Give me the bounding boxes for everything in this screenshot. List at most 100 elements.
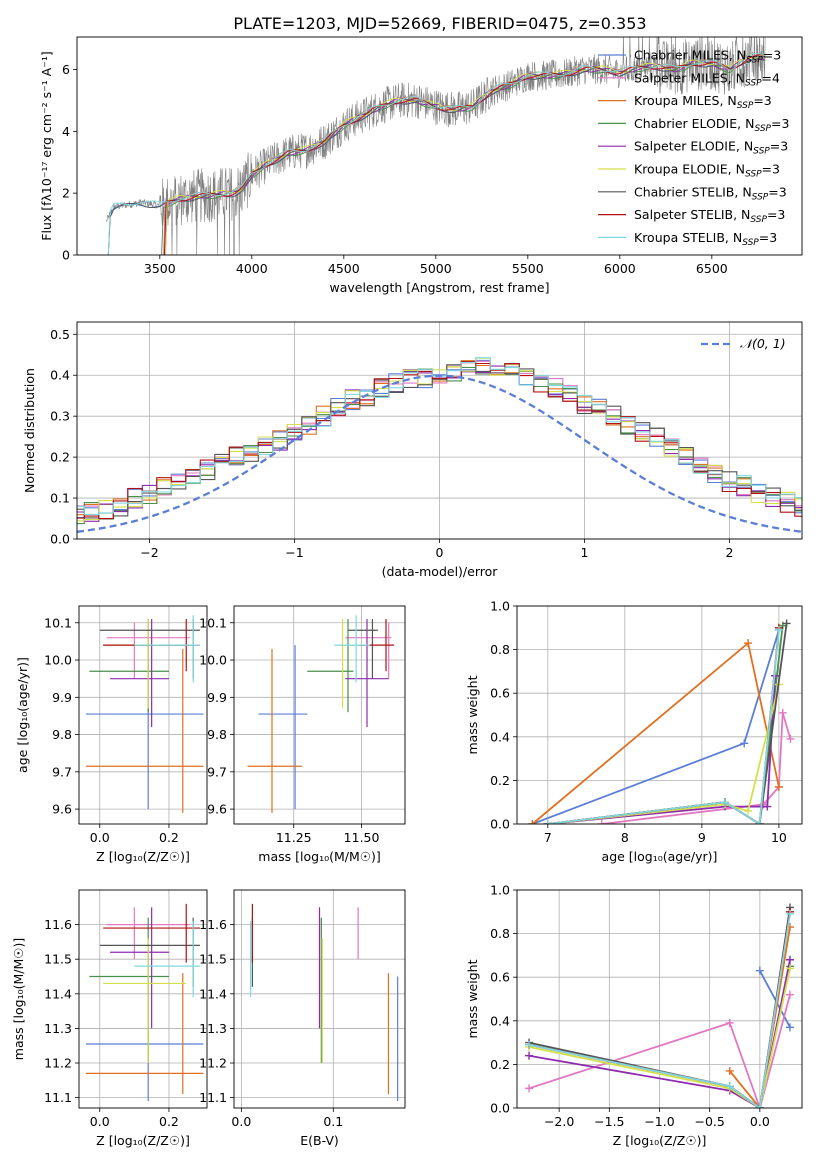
spectrum-legend-label-4: Salpeter ELODIE, NSSP=3 xyxy=(634,139,788,157)
spectrum-xtick-label-6: 6500 xyxy=(696,261,728,276)
z-mass-ytick-label-3: 11.4 xyxy=(44,986,72,1001)
spectrum-ytick-label-1: 2 xyxy=(62,186,70,201)
age-weight-ytick-label-2: 0.4 xyxy=(490,729,510,744)
age-weight-marker-2-1 xyxy=(744,639,753,648)
residuals-ytick-label-2: 0.2 xyxy=(50,450,70,465)
z-weight-marker-8-1 xyxy=(725,1082,734,1091)
spectrum-frame xyxy=(76,36,803,256)
z-weight-marker-2-0 xyxy=(725,1066,734,1075)
ebv-mass-ytick-label-5: 11.6 xyxy=(199,917,227,932)
spectrum-legend-label-2: Kroupa MILES, NSSP=3 xyxy=(634,93,772,111)
age-weight-marker-8-2 xyxy=(755,820,764,824)
age-weight-line-5 xyxy=(547,684,780,824)
z-age-panel: 0.0 0.2 9.6 9.7 9.8 9.9 10.0 10.1 Z [log₁₀(Z/Z☉)… xyxy=(15,605,208,864)
mass-age-ytick-label-0: 9.6 xyxy=(207,802,227,817)
spectrum-xlabel: wavelength [Angstrom, rest frame] xyxy=(329,280,549,295)
z-weight-xtick-label-0: −2.0 xyxy=(544,1114,574,1129)
residuals-plot-area xyxy=(77,357,802,533)
spectrum-model-6 xyxy=(106,55,766,255)
z-mass-ytick-label-1: 11.2 xyxy=(44,1056,72,1071)
ebv-mass-xlabel: E(B-V) xyxy=(300,1133,339,1148)
residual-legend-label: 𝒩(0, 1) xyxy=(740,336,786,351)
residuals-ylabel: Normed distribution xyxy=(22,368,37,493)
age-weight-marker-4-2 xyxy=(763,802,772,811)
spectrum-model-0 xyxy=(106,55,766,255)
age-weight-xtick-label-0: 7 xyxy=(544,830,552,845)
z-weight-xtick-label-4: 0.0 xyxy=(750,1114,770,1129)
spectrum-legend-label-7: Salpeter STELIB, NSSP=3 xyxy=(634,207,785,225)
z-age-ytick-label-3: 9.9 xyxy=(52,690,72,705)
spectrum-xtick-label-2: 4500 xyxy=(328,261,360,276)
age-weight-xlabel: age [log₁₀(age/yr)] xyxy=(602,849,718,864)
z-weight-xlabel: Z [log₁₀(Z/Z☉)] xyxy=(613,1133,707,1148)
spectrum-legend-label-1: Salpeter MILES, NSSP=4 xyxy=(634,70,780,88)
age-weight-marker-1-3 xyxy=(778,708,787,717)
z-weight-marker-0-0 xyxy=(755,966,764,975)
age-weight-ytick-label-4: 0.8 xyxy=(490,642,510,657)
z-mass-ytick-label-2: 11.3 xyxy=(44,1021,72,1036)
spectrum-panel: 3500 4000 4500 5000 5500 6000 6500 0 2 4 6 waveleng… xyxy=(39,36,803,295)
age-weight-marker-8-1 xyxy=(720,798,729,807)
spectrum-xtick-label-4: 5500 xyxy=(512,261,544,276)
z-weight-line-2 xyxy=(729,926,791,1108)
ebv-mass-ytick-label-4: 11.5 xyxy=(199,952,227,967)
mass-age-ytick-label-5: 10.1 xyxy=(199,615,227,630)
z-weight-marker-1-0 xyxy=(525,1084,534,1093)
spectrum-ytick-label-0: 0 xyxy=(62,248,70,263)
residuals-xtick-label-1: −1 xyxy=(285,545,303,560)
age-weight-marker-1-4 xyxy=(786,734,795,743)
age-weight-ytick-label-3: 0.6 xyxy=(490,686,510,701)
z-age-ylabel: age [log₁₀(age/yr)] xyxy=(15,657,30,773)
ebv-mass-xtick-label-0: 0.0 xyxy=(231,1114,251,1129)
z-weight-xtick-label-1: −1.5 xyxy=(594,1114,624,1129)
z-mass-panel: 0.0 0.2 11.1 11.2 11.3 11.4 11.5 11.6 Z [log₁₀(Z… xyxy=(11,889,208,1148)
residuals-ytick-label-4: 0.4 xyxy=(50,368,70,383)
spectrum-legend-label-3: Chabrier ELODIE, NSSP=3 xyxy=(634,116,789,134)
mass-age-xtick-label-1: 11.50 xyxy=(344,830,380,845)
z-weight-ylabel: mass weight xyxy=(465,959,480,1038)
z-weight-xtick-label-3: −0.5 xyxy=(694,1114,724,1129)
residual-normal-curve xyxy=(77,374,802,533)
age-weight-marker-2-2 xyxy=(774,782,783,791)
z-age-plot-area xyxy=(85,615,204,813)
z-weight-marker-8-0 xyxy=(525,1040,534,1049)
residuals-xtick-label-2: 0 xyxy=(436,545,444,560)
z-weight-marker-5-3 xyxy=(785,964,794,973)
z-weight-ytick-label-0: 0.0 xyxy=(490,1101,510,1116)
residuals-xlabel: (data-model)/error xyxy=(382,564,499,579)
z-weight-ytick-label-2: 0.4 xyxy=(490,1013,510,1028)
z-weight-panel: −2.0 −1.5 −1.0 −0.5 0.0 0.0 0.2 0.4 0.6 0.8 1.0 Z [… xyxy=(465,883,803,1148)
spectrum-xtick-label-5: 6000 xyxy=(604,261,636,276)
residual-hist-1 xyxy=(77,360,802,520)
z-age-ytick-label-0: 9.6 xyxy=(52,802,72,817)
age-weight-xtick-label-1: 8 xyxy=(621,830,629,845)
age-weight-marker-1-0 xyxy=(597,820,606,824)
z-weight-xtick-label-2: −1.0 xyxy=(644,1114,674,1129)
spectrum-ytick-label-2: 4 xyxy=(62,124,70,139)
age-weight-ytick-label-0: 0.0 xyxy=(490,817,510,832)
age-weight-line-0 xyxy=(532,629,780,824)
z-age-xtick-label-0: 0.0 xyxy=(90,830,110,845)
z-weight-line-1 xyxy=(528,994,791,1108)
ebv-mass-frame xyxy=(233,889,406,1109)
z-age-ytick-label-4: 10.0 xyxy=(44,653,72,668)
residuals-panel: −2 −1 0 1 2 0.0 0.1 0.2 0.3 0.4 0.5 (data-model)/er… xyxy=(22,321,803,579)
z-mass-xlabel: Z [log₁₀(Z/Z☉)] xyxy=(96,1133,190,1148)
ebv-mass-ytick-label-3: 11.4 xyxy=(199,986,227,1001)
age-weight-marker-0-1 xyxy=(740,739,749,748)
age-weight-marker-5-2 xyxy=(744,806,753,815)
z-weight-marker-4-3 xyxy=(785,955,794,964)
age-weight-line-8 xyxy=(547,629,780,824)
z-mass-frame xyxy=(78,889,208,1109)
z-mass-ytick-label-4: 11.5 xyxy=(44,952,72,967)
age-weight-line-4 xyxy=(547,675,776,824)
mass-age-panel: 11.25 11.50 9.6 9.7 9.8 9.9 10.0 10.1 mass [log₁… xyxy=(199,605,406,864)
residual-hist-6 xyxy=(77,362,802,519)
mass-age-xlabel: mass [log₁₀(M/M☉)] xyxy=(258,849,380,864)
spectrum-ytick-label-3: 6 xyxy=(62,62,70,77)
age-weight-marker-8-0 xyxy=(543,820,552,824)
age-weight-plot-area xyxy=(528,619,795,824)
z-weight-ytick-label-5: 1.0 xyxy=(490,883,510,898)
age-weight-ylabel: mass weight xyxy=(465,675,480,754)
